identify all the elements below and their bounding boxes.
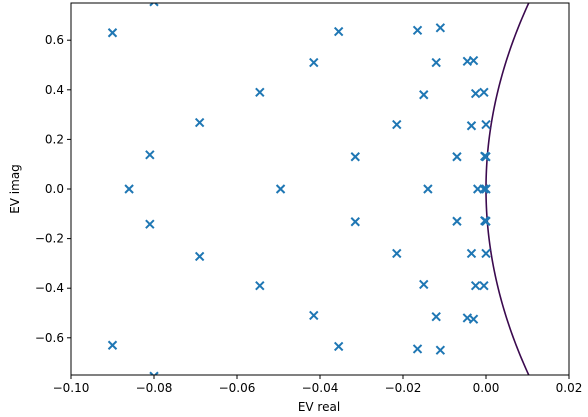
y-axis-ticks: 0.6 0.4 0.2 0.0 −0.2 −0.4 −0.6	[35, 33, 71, 345]
eigenvalue-marker	[452, 216, 462, 226]
eigenvalue-marker	[124, 184, 134, 194]
eigenvalue-marker	[149, 371, 159, 375]
eigenvalue-marker	[468, 55, 479, 66]
eigenvalue-marker	[309, 310, 319, 321]
eigenvalue-marker	[194, 117, 205, 128]
eigenvalue-marker	[452, 152, 462, 162]
x-tick-label: −0.04	[302, 381, 339, 395]
eigenvalue-marker	[145, 219, 155, 229]
eigenvalue-marker	[412, 25, 423, 35]
eigenvalue-marker	[470, 281, 481, 291]
eigenvalue-marker	[431, 57, 441, 68]
eigenvalue-marker	[309, 57, 319, 68]
eigenvalue-marker	[392, 248, 402, 259]
eigenvalue-marker	[479, 87, 489, 97]
eigenvalue-marker	[350, 152, 360, 162]
eigenvalue-marker	[470, 88, 481, 99]
eigenvalue-marker	[431, 312, 441, 322]
eigenvalue-marker	[255, 87, 265, 97]
plot-area	[107, 3, 530, 375]
eigenvalue-marker	[194, 251, 205, 262]
eigenvalue-marker	[481, 184, 491, 194]
eigenvalue-marker	[419, 279, 429, 290]
eigenvalue-marker	[480, 216, 490, 226]
eigenvalue-marker	[466, 121, 477, 131]
eigenvalue-marker	[333, 341, 344, 352]
eigenvalue-marker	[107, 340, 118, 350]
y-tick-label: −0.6	[35, 331, 64, 345]
x-tick-label: −0.02	[385, 381, 422, 395]
eigenvalue-marker	[333, 26, 344, 37]
eigenvalue-marker	[419, 90, 429, 100]
eigenvalue-marker	[479, 281, 489, 291]
eigenvalue-marker	[481, 119, 491, 130]
eigenvalue-marker	[479, 184, 489, 194]
y-tick-label: −0.4	[35, 281, 64, 295]
y-tick-label: 0.0	[45, 182, 64, 196]
y-tick-label: 0.2	[45, 132, 64, 146]
eigenvalue-marker	[480, 151, 490, 161]
eigenvalue-marker	[350, 217, 360, 227]
y-tick-label: −0.2	[35, 232, 64, 246]
y-axis-label: EV imag	[8, 164, 22, 214]
eigenvalue-points	[107, 3, 491, 375]
eigenvalue-marker	[412, 344, 423, 354]
x-tick-label: 0.02	[556, 381, 583, 395]
eigenvalue-marker	[468, 314, 479, 324]
x-axis-label: EV real	[298, 400, 340, 414]
eigenvalue-marker	[435, 23, 446, 33]
eigenvalue-marker	[481, 248, 491, 259]
eigenvalue-marker	[423, 184, 433, 194]
eigenvalue-marker	[435, 345, 446, 355]
x-axis-ticks: −0.10 −0.08 −0.06 −0.04 −0.02 0.00 0.02	[53, 375, 583, 395]
eigenvalue-marker	[145, 150, 155, 160]
eigenvalue-marker	[466, 248, 477, 259]
eigenvalue-marker	[255, 281, 265, 291]
y-tick-label: 0.6	[45, 33, 64, 47]
x-tick-label: −0.06	[219, 381, 256, 395]
x-tick-label: −0.10	[53, 381, 90, 395]
x-tick-label: 0.00	[473, 381, 500, 395]
eigenvalue-marker	[275, 184, 286, 194]
y-tick-label: 0.4	[45, 83, 64, 97]
eigenvalue-marker	[392, 119, 402, 130]
eigenvalue-marker	[149, 3, 159, 7]
eigenvalue-marker	[107, 28, 118, 38]
x-tick-label: −0.08	[136, 381, 173, 395]
